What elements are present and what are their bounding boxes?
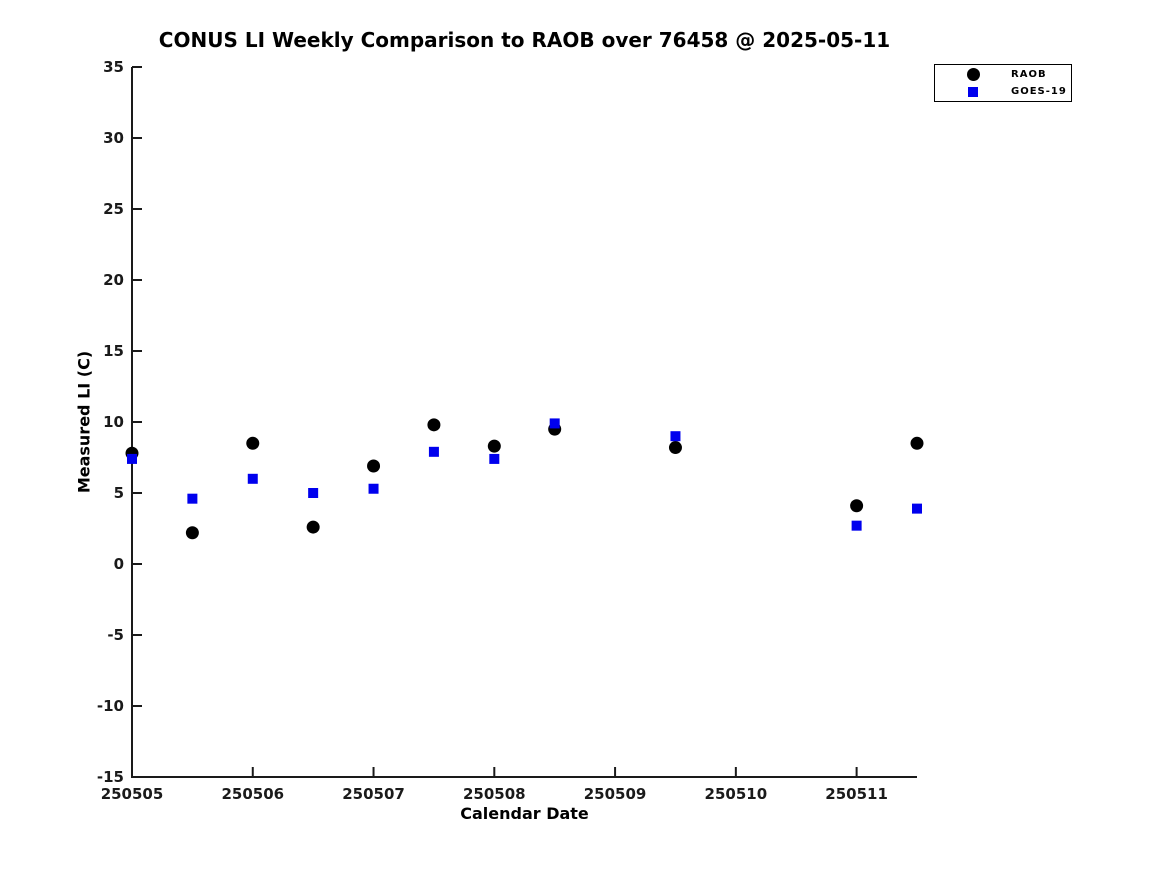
y-tick-label: 15 — [103, 342, 124, 360]
data-point-raob — [306, 520, 320, 534]
raob-circle-marker-icon — [966, 68, 980, 81]
legend-entry-raob: RAOB — [935, 67, 1071, 82]
x-tick-label: 250506 — [221, 785, 284, 803]
y-tick-label: 30 — [103, 129, 124, 147]
axis-lines — [131, 67, 917, 778]
xaxis-label: Calendar Date — [460, 804, 589, 823]
data-point-raob — [850, 499, 864, 513]
y-tick-label: -15 — [97, 768, 124, 786]
y-tick-label: 10 — [103, 413, 124, 431]
legend-entry-goes19: GOES-19 — [935, 84, 1071, 99]
data-point-goes-19 — [368, 483, 379, 494]
y-tick-label: 20 — [103, 271, 124, 289]
goes19-square-marker-icon — [968, 86, 978, 97]
data-point-goes-19 — [308, 488, 319, 498]
y-tick-label: -5 — [107, 626, 124, 644]
data-point-goes-19 — [127, 453, 137, 464]
x-tick-label: 250510 — [705, 785, 768, 803]
data-point-raob — [487, 439, 501, 453]
data-point-goes-19 — [428, 446, 439, 457]
y-tick-label: 25 — [103, 200, 124, 218]
chart-title: CONUS LI Weekly Comparison to RAOB over … — [158, 28, 891, 52]
data-point-raob — [367, 459, 381, 473]
y-tick-label: 35 — [103, 58, 124, 76]
legend-label-raob: RAOB — [1011, 69, 1047, 80]
x-tick-label: 250505 — [101, 785, 164, 803]
data-point-raob — [246, 436, 260, 450]
y-tick-label: -10 — [97, 697, 124, 715]
data-point-raob — [910, 436, 924, 450]
data-point-goes-19 — [549, 418, 560, 429]
x-tick-label: 250511 — [825, 785, 888, 803]
data-point-goes-19 — [247, 473, 258, 484]
x-tick-label: 250509 — [584, 785, 647, 803]
yaxis-label: Measured LI (C) — [74, 350, 94, 494]
y-tick-label: 0 — [114, 555, 124, 573]
data-point-raob — [427, 418, 441, 432]
data-point-goes-19 — [187, 493, 198, 504]
y-tick-label: 5 — [114, 484, 124, 502]
x-tick-label: 250508 — [463, 785, 526, 803]
data-point-raob — [185, 526, 199, 540]
data-point-goes-19 — [670, 431, 681, 442]
legend: RAOB GOES-19 — [934, 64, 1072, 102]
data-point-goes-19 — [912, 503, 922, 514]
legend-label-goes19: GOES-19 — [1011, 86, 1067, 97]
data-point-goes-19 — [489, 453, 500, 464]
data-point-raob — [668, 441, 682, 455]
data-point-goes-19 — [851, 520, 862, 531]
x-tick-label: 250507 — [342, 785, 405, 803]
